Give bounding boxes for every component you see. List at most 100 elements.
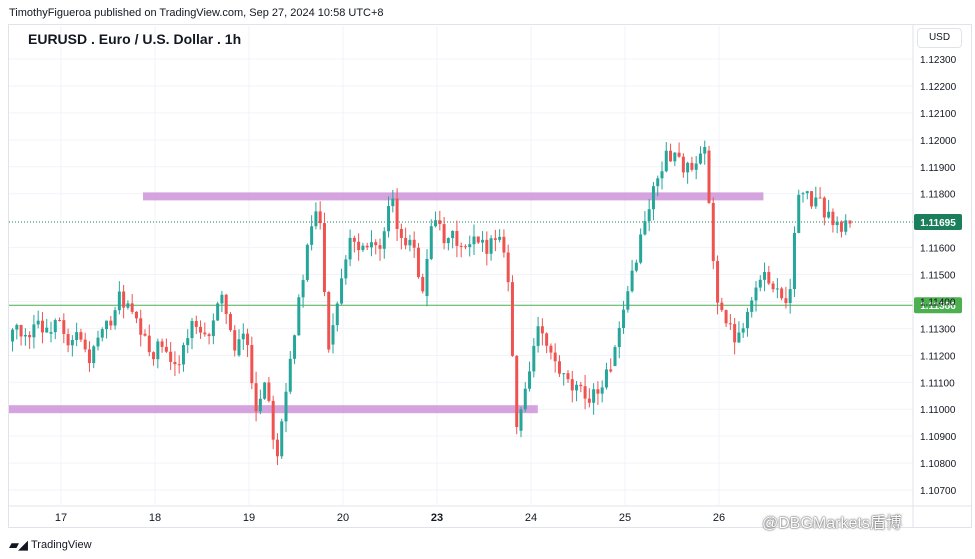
candle-body	[228, 313, 232, 331]
candle-body	[617, 327, 621, 348]
y-tick-label: 1.12100	[920, 109, 957, 120]
candle-body	[62, 320, 66, 335]
candle-body	[327, 291, 331, 350]
candle-body	[583, 386, 587, 399]
candle-body	[745, 311, 749, 329]
chart-frame	[8, 24, 972, 528]
candle-body	[53, 320, 57, 333]
candle-body	[622, 309, 626, 328]
currency-button[interactable]: USD	[917, 28, 962, 48]
y-tick-label: 1.12200	[920, 82, 957, 93]
candle-body	[310, 226, 314, 245]
candle-body	[754, 287, 758, 301]
candle-body	[707, 150, 711, 203]
candle-body	[703, 146, 707, 154]
candle-body	[169, 351, 173, 362]
grid-lines	[9, 26, 913, 505]
candle-body	[395, 198, 399, 229]
candle-body	[724, 310, 728, 324]
chart-title: EURUSD . Euro / U.S. Dollar . 1h	[28, 31, 242, 47]
candle-body	[297, 297, 301, 336]
candle-body	[126, 303, 130, 308]
candle-body	[553, 352, 557, 362]
candle-body	[369, 242, 373, 248]
candle-body	[515, 355, 519, 427]
candle-body	[519, 409, 523, 431]
candle-body	[305, 244, 309, 281]
candle-body	[528, 371, 532, 389]
tradingview-logo-text: TradingView	[31, 539, 92, 551]
x-tick-label: 18	[149, 512, 161, 524]
candle-body	[404, 237, 408, 246]
candle-body	[83, 339, 87, 350]
candle-body	[771, 283, 775, 290]
candle-body	[630, 270, 634, 292]
candle-body	[233, 330, 237, 351]
x-tick-label: 19	[243, 512, 255, 524]
candle-body	[284, 391, 288, 422]
candle-body	[203, 332, 207, 335]
time-axis: 17 18 19 20 23 24 25 26	[9, 505, 971, 524]
candle-body	[557, 361, 561, 374]
y-tick-label: 1.11300	[920, 324, 956, 335]
candle-body	[810, 191, 814, 207]
tradingview-logo[interactable]: ▰◢ TradingView	[9, 537, 92, 553]
candle-body	[451, 230, 455, 239]
candle-body	[105, 320, 109, 330]
candle-body	[211, 320, 215, 337]
x-tick-label: 24	[525, 512, 537, 524]
candle-body	[438, 220, 442, 225]
y-tick-label: 1.11500	[920, 271, 956, 282]
x-tick-label: 25	[619, 512, 631, 524]
zone-band	[143, 192, 764, 201]
candle-body	[801, 193, 805, 195]
candle-body	[822, 197, 826, 218]
candle-body	[164, 346, 168, 352]
candle-body	[412, 239, 416, 248]
candle-body	[113, 310, 117, 326]
y-tick-label: 1.12300	[920, 55, 957, 66]
y-tick-label: 1.11900	[920, 163, 956, 174]
candle-body	[92, 346, 96, 364]
candle-body	[408, 239, 412, 246]
candle-body	[147, 335, 151, 353]
candle-body	[348, 237, 352, 260]
candle-body	[575, 384, 579, 391]
y-tick-label: 1.11400	[920, 297, 956, 308]
current-price-label-bg	[914, 213, 962, 230]
candle-body	[442, 224, 446, 244]
candle-body	[23, 335, 27, 337]
candle-body	[117, 291, 121, 311]
candle-body	[301, 280, 305, 298]
candle-body	[549, 345, 553, 353]
candle-body	[344, 259, 348, 279]
y-tick-label: 1.10900	[920, 432, 957, 443]
candle-body	[160, 341, 164, 347]
y-tick-label: 1.11600	[920, 244, 956, 255]
candle-body	[66, 334, 70, 346]
candle-body	[737, 332, 741, 343]
candle-body	[728, 323, 732, 325]
candle-body	[331, 325, 335, 345]
candle-body	[216, 303, 220, 321]
candle-body	[848, 220, 852, 224]
publish-info: TimothyFigueroa published on TradingView…	[9, 7, 384, 19]
candle-body	[434, 220, 438, 227]
candle-body	[143, 333, 147, 336]
candle-body	[156, 341, 160, 360]
x-tick-label: 26	[713, 512, 725, 524]
candle-body	[109, 320, 113, 326]
candle-body	[750, 300, 754, 312]
candle-body	[152, 352, 156, 360]
candle-body	[673, 152, 677, 162]
candle-body	[378, 245, 382, 249]
candle-body	[177, 364, 181, 366]
candle-body	[361, 245, 365, 251]
candle-body	[827, 211, 831, 218]
candle-body	[604, 369, 608, 388]
candle-body	[797, 194, 801, 233]
candle-body	[780, 288, 784, 299]
candle-body	[139, 318, 143, 335]
candle-body	[186, 338, 190, 346]
